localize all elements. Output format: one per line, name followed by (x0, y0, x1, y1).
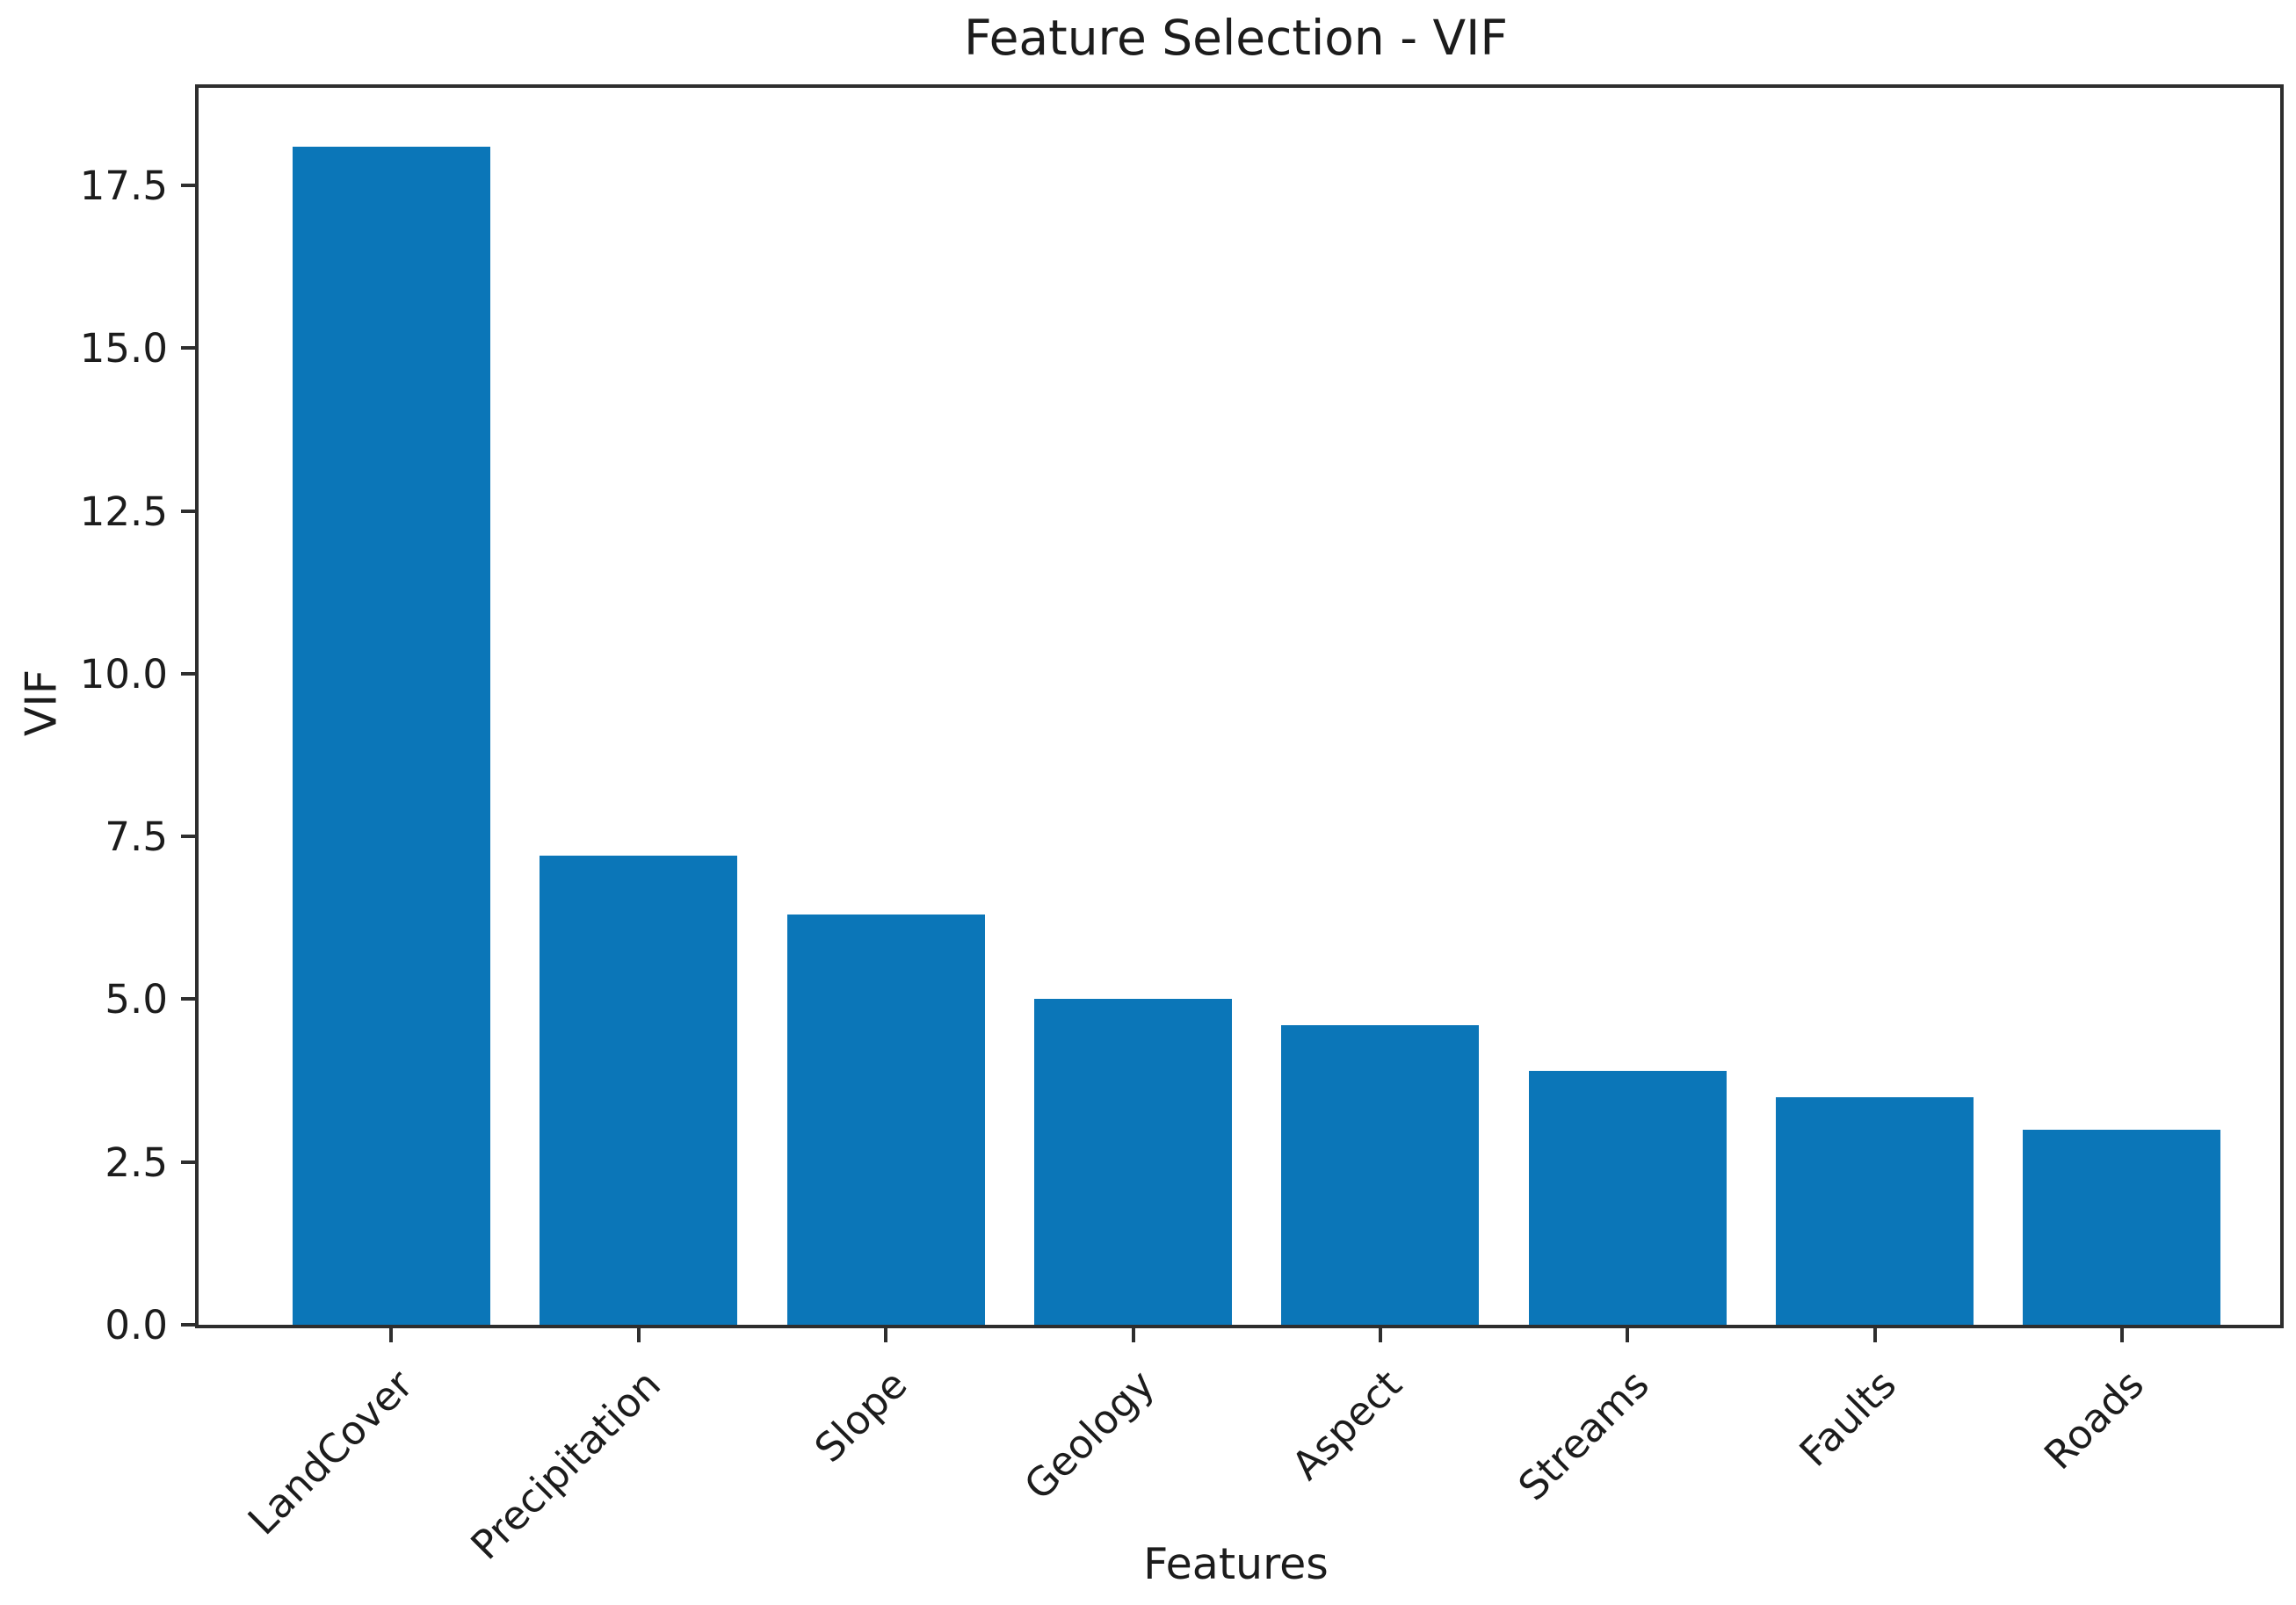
x-category-label-text: Streams (1509, 1361, 1658, 1510)
y-tick-label: 15.0 (79, 325, 168, 372)
bar-geology (1033, 999, 1233, 1325)
x-axis-tick (636, 1328, 641, 1342)
bar-roads (2023, 1129, 2221, 1325)
x-axis-tick (884, 1328, 888, 1342)
y-tick-label: 5.0 (105, 976, 168, 1023)
bar-aspect (1281, 1025, 1480, 1325)
y-axis-tick (181, 671, 195, 676)
chart-title: Feature Selection - VIF (963, 10, 1509, 66)
x-axis-tick (1131, 1328, 1135, 1342)
bar-streams (1528, 1071, 1727, 1325)
y-tick-label: 2.5 (105, 1139, 168, 1186)
x-category-label-text: LandCover (238, 1361, 423, 1544)
x-axis-tick (389, 1328, 394, 1342)
y-axis-tick (181, 509, 195, 513)
plot-area: 0.0 2.5 5.0 7.5 10.0 12.5 15.0 17.5 LandCover Pre… (80, 84, 2284, 1569)
x-axis-label: Features (1143, 1539, 1329, 1589)
y-axis-tick (181, 1160, 195, 1164)
y-tick-label: 10.0 (79, 650, 168, 698)
x-category-label-text: Roads (2034, 1361, 2153, 1479)
y-tick-label: 12.5 (79, 488, 168, 535)
bar-precipitation (540, 856, 738, 1325)
bar-faults (1776, 1096, 1974, 1325)
x-axis-tick (1872, 1328, 1877, 1342)
y-tick-label: 0.0 (105, 1302, 168, 1348)
x-category-label-text: Precipitation (461, 1361, 670, 1569)
y-axis-tick (181, 835, 195, 839)
x-category-label-text: Slope (806, 1361, 916, 1471)
y-axis-tick (181, 997, 195, 1001)
bar-slope (786, 915, 985, 1325)
x-axis-tick (1378, 1328, 1382, 1342)
x-axis-tick (1626, 1328, 1630, 1342)
x-category-label-text: Geology (1015, 1361, 1164, 1509)
x-category-label-text: Faults (1790, 1361, 1906, 1476)
y-tick-label: 17.5 (79, 163, 168, 210)
bar-landcover (292, 146, 490, 1325)
y-axis-tick (181, 184, 195, 188)
x-category-label-text: Aspect (1282, 1361, 1411, 1489)
x-axis-tick (2119, 1328, 2124, 1342)
y-tick-label: 7.5 (105, 813, 168, 861)
y-axis-tick (181, 1323, 195, 1327)
y-axis-tick (181, 346, 195, 351)
